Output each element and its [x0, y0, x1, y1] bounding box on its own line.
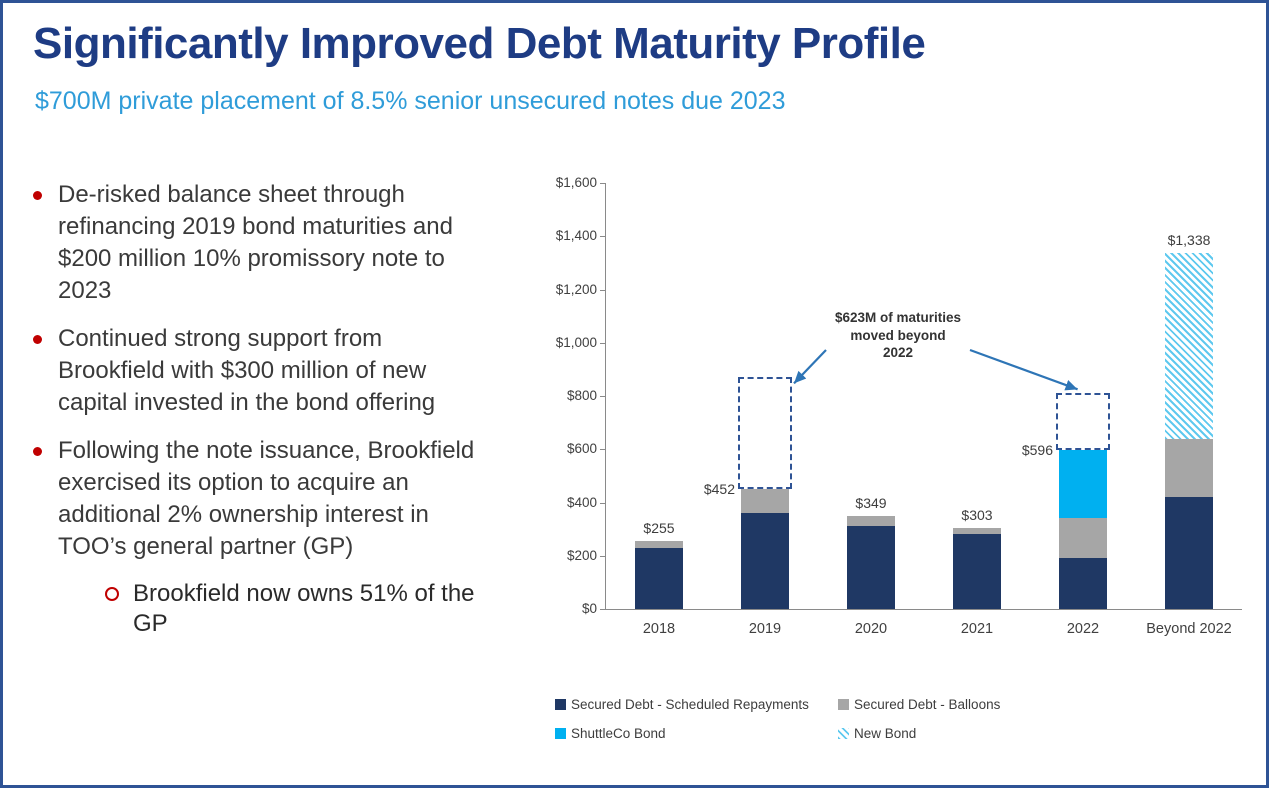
y-axis-tick-label: $800 [566, 388, 597, 403]
bullet-marker-icon [33, 191, 42, 200]
bar-total-label: $303 [961, 507, 993, 524]
y-axis-tick-mark [600, 183, 606, 184]
y-axis-tick-mark [600, 342, 606, 344]
chart-plot-area: 2018 $255 2019 $452 2020 $349 2021 $303 2022 $596… [600, 183, 1242, 637]
bullet-item: De-risked balance sheet through refinanc… [33, 179, 495, 307]
page-title: Significantly Improved Debt Maturity Pro… [33, 19, 926, 68]
x-axis-category-label: 2019 [748, 621, 782, 637]
sub-bullet-marker-icon [105, 587, 119, 601]
bullet-list: De-risked balance sheet through refinanc… [33, 179, 495, 639]
bullet-text: Continued strong support from Brookfield… [58, 325, 436, 416]
legend-swatch [555, 699, 566, 710]
legend-label: ShuttleCo Bond [571, 726, 666, 741]
y-axis-tick-label: $0 [581, 601, 597, 616]
legend-label: Secured Debt - Balloons [854, 697, 1001, 712]
legend-label: New Bond [854, 726, 917, 741]
bar-segment [1165, 252, 1213, 439]
legend-item: Secured Debt - Scheduled Repayments [555, 697, 838, 712]
y-axis-tick-mark [600, 609, 606, 610]
y-axis-tick-mark [600, 289, 606, 291]
y-axis-tick-mark [600, 555, 606, 557]
bar-segment [1059, 518, 1107, 559]
bullet-item: Following the note issuance, Brookfield … [33, 435, 495, 563]
y-axis-tick-label: $1,200 [555, 281, 597, 297]
y-axis-tick-mark [600, 502, 606, 504]
bullet-text: De-risked balance sheet through refinanc… [58, 181, 453, 304]
x-axis-category-label: 2018 [642, 621, 676, 637]
bar-total-label: $596 [1021, 442, 1053, 459]
x-axis-category-label: 2020 [854, 621, 888, 637]
bar-total-label: $349 [855, 495, 887, 512]
bullet-item: Continued strong support from Brookfield… [33, 323, 495, 419]
sub-bullet-item: Brookfield now owns 51% of the GP [105, 579, 495, 639]
y-axis-tick-label: $1,400 [555, 228, 597, 244]
y-axis-tick-label: $200 [566, 547, 597, 563]
bar-total-label: $1,338 [1167, 231, 1211, 248]
page-subtitle: $700M private placement of 8.5% senior u… [35, 87, 786, 115]
bar-segment [741, 513, 789, 609]
bar-segment [741, 488, 789, 514]
bar-segment [1059, 450, 1107, 519]
legend-swatch [555, 728, 566, 739]
bar-segment [847, 516, 895, 527]
legend-item: New Bond [838, 726, 1000, 741]
legend-swatch [838, 728, 849, 739]
bar-segment [635, 547, 683, 609]
bar-segment [847, 526, 895, 609]
legend-label: Secured Debt - Scheduled Repayments [571, 697, 809, 712]
y-axis-tick-mark [600, 236, 606, 238]
y-axis-tick-label: $1,000 [555, 334, 597, 350]
bullet-text: Following the note issuance, Brookfield … [58, 437, 475, 560]
x-axis-category-label: 2022 [1066, 621, 1100, 637]
legend-item: Secured Debt - Balloons [838, 697, 1000, 712]
debt-maturity-chart: 2018 $255 2019 $452 2020 $349 2021 $303 2022 $596… [541, 175, 1253, 653]
bar-segment [953, 534, 1001, 609]
dashed-maturity-box [1056, 393, 1110, 451]
y-axis-tick-label: $400 [566, 494, 597, 510]
chart-annotation: $623M of maturities moved beyond 2022 [834, 310, 962, 361]
y-axis-tick-label: $600 [566, 441, 597, 457]
x-axis-category-label: 2021 [960, 621, 994, 637]
bullet-marker-icon [33, 447, 42, 456]
bar-segment [1165, 438, 1213, 498]
x-axis-category-label: Beyond 2022 [1146, 621, 1232, 637]
bar-segment [635, 541, 683, 548]
legend-swatch [838, 699, 849, 710]
y-axis-tick-mark [600, 396, 606, 397]
y-axis-tick-mark [600, 449, 606, 451]
dashed-maturity-box [738, 377, 792, 489]
y-axis-tick-label: $1,600 [555, 175, 597, 190]
bar-segment [953, 528, 1001, 535]
bar-segment [1059, 558, 1107, 609]
chart-legend: Secured Debt - Scheduled Repayments Secur… [555, 697, 1000, 741]
sub-bullet-text: Brookfield now owns 51% of the GP [133, 580, 475, 637]
bar-segment [1165, 497, 1213, 609]
bar-total-label: $452 [703, 480, 735, 497]
bullet-marker-icon [33, 335, 42, 344]
legend-item: ShuttleCo Bond [555, 726, 838, 741]
bar-total-label: $255 [643, 520, 675, 537]
